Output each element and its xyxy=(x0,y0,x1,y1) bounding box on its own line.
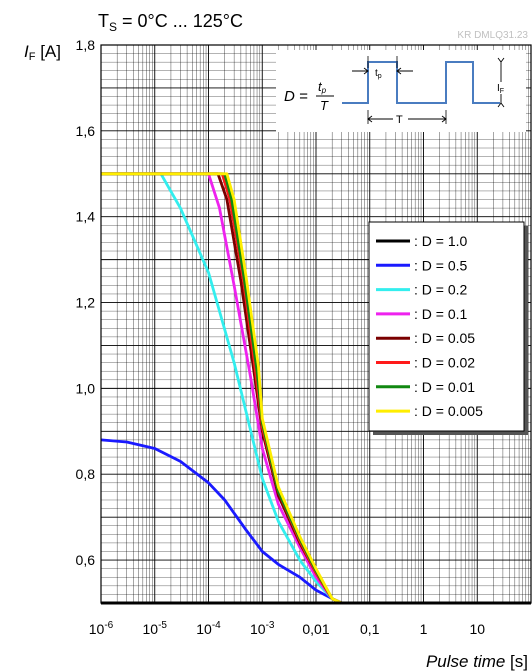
y-tick-label: 1,2 xyxy=(76,295,96,311)
x-tick-label: 10 xyxy=(469,621,485,637)
y-tick-label: 0,6 xyxy=(76,552,96,568)
formula-denominator: T xyxy=(320,98,329,113)
if-arrows xyxy=(497,57,505,108)
period-arrows xyxy=(367,115,447,123)
x-tick-label: 0,1 xyxy=(360,621,380,637)
legend-box xyxy=(368,221,525,432)
x-tick-labels: 10-6 10-5 10-4 10-3 0,01 0,1 1 10 xyxy=(89,620,485,637)
y-tick-label: 0,8 xyxy=(76,466,96,482)
legend-label: : D = 0.01 xyxy=(414,379,475,395)
pulse-waveform xyxy=(342,61,500,104)
legend-label: : D = 0.5 xyxy=(414,257,468,273)
plot-frame xyxy=(100,44,532,604)
y-tick-label: 1,6 xyxy=(76,123,96,139)
y-tick-label: 1,4 xyxy=(76,209,96,225)
y-tick-label: 1,8 xyxy=(76,37,96,53)
y-axis-label: IF [A] xyxy=(24,42,61,63)
x-axis-label: Pulse time [s] xyxy=(426,652,528,671)
legend-label: : D = 1.0 xyxy=(414,233,468,249)
formula-numerator: tp xyxy=(318,79,327,95)
tp-arrows xyxy=(352,67,413,75)
x-tick-label: 10-6 xyxy=(89,620,114,637)
legend-label: : D = 0.05 xyxy=(414,330,475,346)
x-tick-label: 1 xyxy=(420,621,428,637)
x-tick-label: 10-3 xyxy=(250,620,275,637)
x-tick-label: 0,01 xyxy=(302,621,329,637)
legend-label: : D = 0.1 xyxy=(414,306,468,322)
duty-cycle-inset: D = tp T tp T IF xyxy=(276,50,526,132)
inset-background xyxy=(276,50,526,132)
x-tick-label: 10-5 xyxy=(143,620,168,637)
legend-label: : D = 0.2 xyxy=(414,282,468,298)
tp-label: tp xyxy=(375,68,382,80)
formula-lhs: D = xyxy=(284,88,308,105)
period-label: T xyxy=(396,114,403,126)
chart-legend: : D = 1.0 : D = 0.5 : D = 0.2 : D = 0.1 : D … xyxy=(368,221,528,435)
chart-series xyxy=(100,172,531,605)
legend-label: : D = 0.02 xyxy=(414,355,475,371)
temperature-range-title: TS = 0°C ... 125°C xyxy=(98,11,243,34)
y-tick-labels: 0,6 0,8 1,0 1,2 1,4 1,6 1,8 xyxy=(76,37,96,568)
duty-cycle-formula: D = tp T xyxy=(284,79,334,113)
legend-label: : D = 0.005 xyxy=(414,403,483,419)
x-tick-label: 10-4 xyxy=(196,620,221,637)
series-line xyxy=(101,172,531,605)
document-code: KR DMLQ31.23 xyxy=(457,30,528,41)
y-tick-label: 1,0 xyxy=(76,380,96,396)
if-label: IF xyxy=(497,83,504,95)
